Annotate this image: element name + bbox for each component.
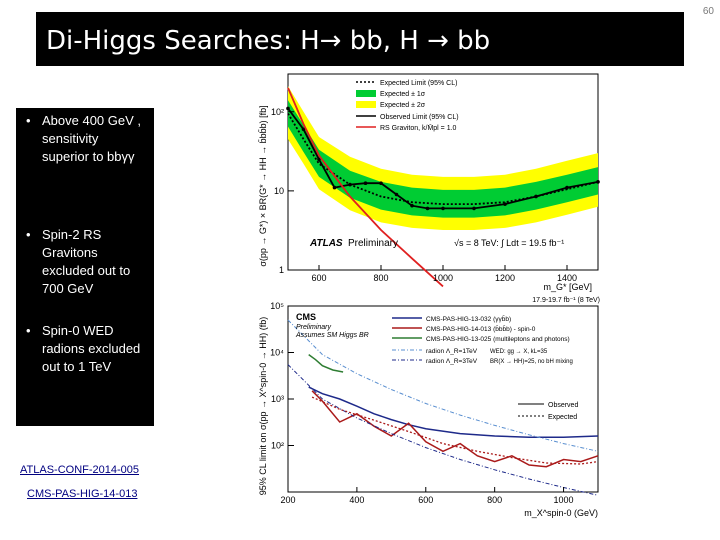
atlas-legend: Expected Limit (95% CL) Expected ± 1σ Ex… — [356, 80, 459, 132]
cms-corner-label: 17.9-19.7 fb⁻¹ (8 TeV) — [532, 297, 600, 304]
atlas-observed-line-point — [425, 206, 430, 211]
bullet-text: Above 400 GeV , sensitivity superior to … — [42, 113, 142, 164]
cms-label: CMS — [296, 312, 316, 322]
atlas-observed-line-point — [348, 182, 352, 187]
atlas-observed-line-point — [301, 127, 306, 132]
cms-radion-1tev-line — [287, 319, 599, 452]
cms-x-tick-label: 600 — [418, 495, 433, 505]
bullet-text: Spin-2 RS Gravitons excluded out to 700 … — [42, 227, 131, 296]
cms-y-tick-label: 10⁵ — [270, 301, 284, 311]
cms-legend-label: Observed — [548, 402, 578, 409]
atlas-observed-line-point — [503, 202, 507, 206]
atlas-conf-link[interactable]: ATLAS-CONF-2014-005 — [20, 464, 140, 476]
cms-legend-label: CMS-PAS-HIG-13-025 (multileptons and pho… — [426, 336, 570, 343]
atlas-x-tick-label: 1400 — [557, 273, 577, 283]
cms-pas-link[interactable]: CMS-PAS-HIG-14-013 — [27, 488, 138, 500]
atlas-observed-line-point — [379, 181, 383, 186]
bullet-text: Spin-0 WED radions excluded out to 1 TeV — [42, 323, 141, 374]
slide-number: 60 — [702, 6, 714, 17]
cms-x-tick-label: 1000 — [554, 495, 574, 505]
atlas-limit-plot: σ(pp → G*) × BR(G* → HH → b̄bb̄b) [fb] 6… — [258, 73, 600, 292]
cms-y-axis-label: 95% CL limit on σ(pp → X^spin-0 → HH) (f… — [258, 317, 268, 496]
atlas-observed-line-point — [441, 206, 445, 211]
atlas-1sigma-band — [288, 100, 598, 218]
atlas-legend-label: Expected ± 1σ — [380, 91, 426, 98]
atlas-x-tick-label: 600 — [311, 273, 326, 283]
atlas-rs-graviton-line — [287, 87, 444, 288]
cms-legend-label: CMS-PAS-HIG-14-013 (b̄bb̄b) - spin-0 — [426, 325, 536, 333]
bullet-dot-icon: • — [26, 113, 31, 128]
atlas-observed-line — [287, 107, 599, 210]
cms-x-axis-label: m_X^spin-0 (GeV) — [524, 508, 598, 518]
atlas-y-tick-label: 10 — [274, 186, 284, 196]
atlas-expected-line — [287, 113, 599, 206]
atlas-observed-line-point — [596, 180, 600, 184]
atlas-observed-line-point — [363, 181, 368, 186]
cms-legend: CMS-PAS-HIG-13-032 (γγb̄b) CMS-PAS-HIG-1… — [392, 315, 578, 421]
cms-x-tick-label: 800 — [487, 495, 502, 505]
cms-y-tick-label: 10⁴ — [270, 348, 284, 358]
atlas-observed-line-point — [534, 194, 538, 199]
atlas-label: ATLAS — [309, 238, 343, 249]
cms-legend-label: radion Λ_R=1TeV — [426, 348, 478, 355]
atlas-legend-label: Expected ± 2σ — [380, 102, 426, 109]
atlas-y-axis-label: σ(pp → G*) × BR(G* → HH → b̄bb̄b) [fb] — [258, 105, 268, 266]
cms-bbbb-line — [311, 390, 599, 468]
bullet-dot-icon: • — [26, 227, 31, 242]
atlas-x-axis-label: m_G* [GeV] — [543, 282, 592, 292]
atlas-x-tick-label: 800 — [373, 273, 388, 283]
cms-legend-label: radion Λ_R=3TeV — [426, 358, 478, 365]
atlas-legend-swatch — [356, 90, 376, 97]
atlas-observed-line-point — [472, 206, 476, 211]
cms-wed-note: WED: gg → X, kL=35 — [490, 349, 548, 355]
cms-y-tick-label: 10² — [271, 441, 284, 451]
bullet-box: • Above 400 GeV , sensitivity superior t… — [16, 108, 154, 426]
atlas-y-tick-label: 10² — [271, 107, 284, 117]
cms-legend-label: CMS-PAS-HIG-13-032 (γγb̄b) — [426, 315, 511, 323]
atlas-x-tick-label: 1200 — [495, 273, 515, 283]
cms-x-tick-label: 400 — [349, 495, 364, 505]
cms-preliminary-label: Preliminary — [296, 324, 332, 331]
atlas-y-tick-label: 1 — [279, 265, 284, 275]
atlas-x-tick-label: 1000 — [433, 273, 453, 283]
bullet-dot-icon: • — [26, 323, 31, 338]
atlas-observed-line-point — [565, 185, 569, 190]
cms-expected-line — [311, 396, 599, 465]
cms-radion-3tev-line — [287, 364, 599, 496]
cms-wed-note-2: BR(X → HH)=25, no bH mixing — [490, 359, 573, 365]
title-bar: Di-Higgs Searches: H→ bb, H → bb — [36, 12, 684, 66]
cms-x-tick-label: 200 — [280, 495, 295, 505]
cms-multilepton-line — [308, 353, 344, 373]
cms-y-tick-label: 10³ — [271, 394, 284, 404]
atlas-legend-label: Observed Limit (95% CL) — [380, 114, 459, 121]
atlas-preliminary-label: Preliminary — [348, 238, 398, 249]
cms-legend-label: Expected — [548, 414, 577, 421]
atlas-observed-line-point — [394, 192, 399, 197]
atlas-observed-line-point — [286, 106, 290, 111]
atlas-legend-swatch — [356, 101, 376, 108]
atlas-observed-line-point — [317, 157, 321, 162]
atlas-observed-line-point — [332, 185, 337, 190]
atlas-legend-label: RS Graviton, k/M̄pl = 1.0 — [380, 124, 457, 132]
atlas-observed-line-point — [410, 203, 414, 208]
atlas-legend-label: Expected Limit (95% CL) — [380, 80, 457, 87]
slide-title: Di-Higgs Searches: H→ bb, H → bb — [46, 26, 491, 56]
cms-gamma-bb-line — [308, 386, 599, 439]
cms-limit-plot: 95% CL limit on σ(pp → X^spin-0 → HH) (f… — [258, 297, 600, 518]
cms-assume-label: Assumes SM Higgs BR — [295, 332, 369, 339]
atlas-lumi-label: √s = 8 TeV: ∫ Ldt = 19.5 fb⁻¹ — [454, 238, 564, 248]
